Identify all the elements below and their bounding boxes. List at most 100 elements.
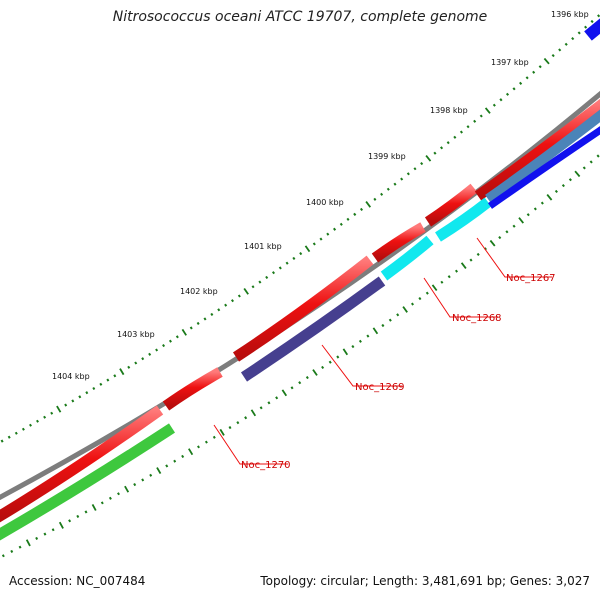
outer-ruler-minor-tick	[36, 419, 39, 423]
outer-ruler-minor-tick	[333, 227, 337, 231]
inner-ruler-minor-tick	[228, 426, 232, 430]
inner-ruler-minor-tick	[447, 275, 451, 279]
inner-ruler-minor-tick	[568, 178, 572, 182]
outer-ruler-minor-tick	[148, 352, 152, 356]
outer-ruler-minor-tick	[380, 192, 384, 196]
inner-ruler-major-tick	[188, 448, 194, 456]
outer-ruler-minor-tick	[265, 275, 269, 279]
outer-ruler-major-tick	[304, 245, 311, 253]
inner-ruler-minor-tick	[244, 416, 248, 420]
outer-ruler-minor-tick	[499, 98, 503, 102]
outer-ruler-minor-tick	[525, 76, 529, 80]
inner-ruler-minor-tick	[336, 355, 340, 359]
outer-ruler-minor-tick	[64, 403, 68, 407]
outer-ruler-minor-tick	[285, 261, 289, 265]
inner-ruler-minor-tick	[1, 554, 5, 558]
outer-ruler-minor-tick	[433, 151, 437, 155]
gene-label-Noc_1268: Noc_1268	[452, 313, 502, 324]
outer-ruler-minor-tick	[406, 172, 410, 176]
inner-ruler-minor-tick	[259, 406, 263, 410]
inner-ruler-major-tick	[372, 327, 379, 335]
outer-ruler-minor-tick	[571, 37, 575, 41]
outer-ruler-minor-tick	[78, 395, 82, 399]
outer-ruler-minor-tick	[134, 361, 138, 365]
leader-Noc_1267	[476, 237, 552, 278]
outer-ruler-minor-tick	[590, 19, 594, 24]
ruler-label-1400: 1400 kbp	[306, 198, 344, 207]
inner-ruler-major-tick	[219, 428, 225, 436]
outer-ruler-minor-tick	[237, 294, 241, 298]
outer-ruler-major-tick	[425, 155, 432, 162]
outer-ruler-minor-tick	[346, 217, 350, 221]
outer-ruler-minor-tick	[319, 237, 323, 241]
inner-ruler-minor-tick	[18, 545, 22, 549]
inner-ruler-minor-tick	[197, 445, 200, 449]
inner-ruler-minor-tick	[84, 510, 88, 514]
inner-ruler-major-tick	[431, 284, 438, 292]
outer-ruler-major-tick	[119, 368, 125, 376]
outer-ruler-minor-tick	[189, 326, 193, 330]
outer-ruler-minor-tick	[505, 92, 510, 96]
outer-ruler-minor-tick	[359, 207, 364, 211]
inner-ruler-minor-tick	[305, 376, 309, 380]
outer-ruler-minor-tick	[21, 427, 25, 431]
gene-label-Noc_1267: Noc_1267	[506, 273, 556, 284]
outer-ruler-minor-tick	[175, 335, 179, 339]
inner-ruler-minor-tick	[35, 536, 39, 540]
inner-ruler-minor-tick	[498, 235, 502, 240]
outer-ruler-minor-tick	[400, 177, 404, 181]
outer-ruler-minor-tick	[597, 14, 600, 18]
ruler-labels: 1396 kbp 1397 kbp 1398 kbp 1399 kbp 1400…	[52, 10, 589, 381]
inner-ruler-minor-tick	[108, 496, 112, 500]
gene-label-Noc_1270: Noc_1270	[241, 460, 291, 471]
ruler-label-1401: 1401 kbp	[244, 242, 282, 251]
outer-ruler-minor-tick	[0, 439, 4, 443]
inner-ruler-major-tick	[342, 348, 349, 356]
forward-gene-2	[162, 367, 223, 411]
inner-ruler-minor-tick	[425, 291, 429, 295]
outer-ruler-major-tick	[181, 328, 187, 336]
forward-gene-4	[371, 222, 426, 263]
gene-Noc_1268-part	[435, 197, 492, 242]
inner-ruler-minor-tick	[358, 339, 362, 343]
reverse-strand-genes	[0, 18, 600, 541]
inner-ruler-minor-tick	[68, 519, 72, 523]
inner-ruler-major-tick	[156, 467, 162, 475]
outer-ruler-minor-tick	[210, 312, 214, 316]
outer-ruler-minor-tick	[312, 242, 316, 246]
outer-ruler-minor-tick	[577, 31, 581, 35]
gene-Noc_1269	[240, 276, 386, 382]
inner-ruler-minor-tick	[589, 160, 593, 164]
outer-ruler-minor-tick	[141, 357, 145, 361]
gene-Noc_1267	[485, 109, 600, 204]
inner-ruler-minor-tick	[275, 396, 279, 400]
inner-ruler-minor-tick	[141, 478, 145, 482]
inner-ruler-minor-tick	[165, 464, 169, 468]
inner-ruler-minor-tick	[204, 440, 208, 444]
gene-Noc_1270	[0, 423, 176, 541]
inner-ruler-major-tick	[546, 194, 553, 201]
inner-ruler-minor-tick	[76, 514, 80, 518]
inner-ruler-minor-tick	[117, 492, 120, 496]
outer-ruler-minor-tick	[292, 256, 296, 260]
outer-ruler-minor-tick	[168, 339, 172, 343]
inner-ruler-minor-tick	[440, 280, 444, 284]
outer-ruler-minor-tick	[558, 48, 562, 52]
outer-ruler-major-tick	[365, 201, 372, 208]
inner-ruler-minor-tick	[561, 184, 565, 188]
map-title: Nitrosococcus oceani ATCC 19707, complet…	[112, 9, 488, 25]
outer-ruler-minor-tick	[50, 411, 54, 415]
ruler-label-1396: 1396 kbp	[551, 10, 589, 19]
forward-gene-1	[0, 405, 164, 523]
outer-ruler-major-tick	[543, 57, 550, 65]
outer-ruler-minor-tick	[420, 161, 424, 166]
inner-ruler-minor-tick	[505, 230, 509, 234]
outer-ruler-minor-tick	[584, 25, 588, 29]
ruler-label-1399: 1399 kbp	[368, 152, 406, 161]
outer-ruler-minor-tick	[339, 222, 343, 226]
inner-ruler-minor-tick	[10, 549, 14, 553]
ruler-label-1403: 1403 kbp	[117, 330, 155, 339]
inner-ruler-minor-tick	[149, 473, 153, 477]
